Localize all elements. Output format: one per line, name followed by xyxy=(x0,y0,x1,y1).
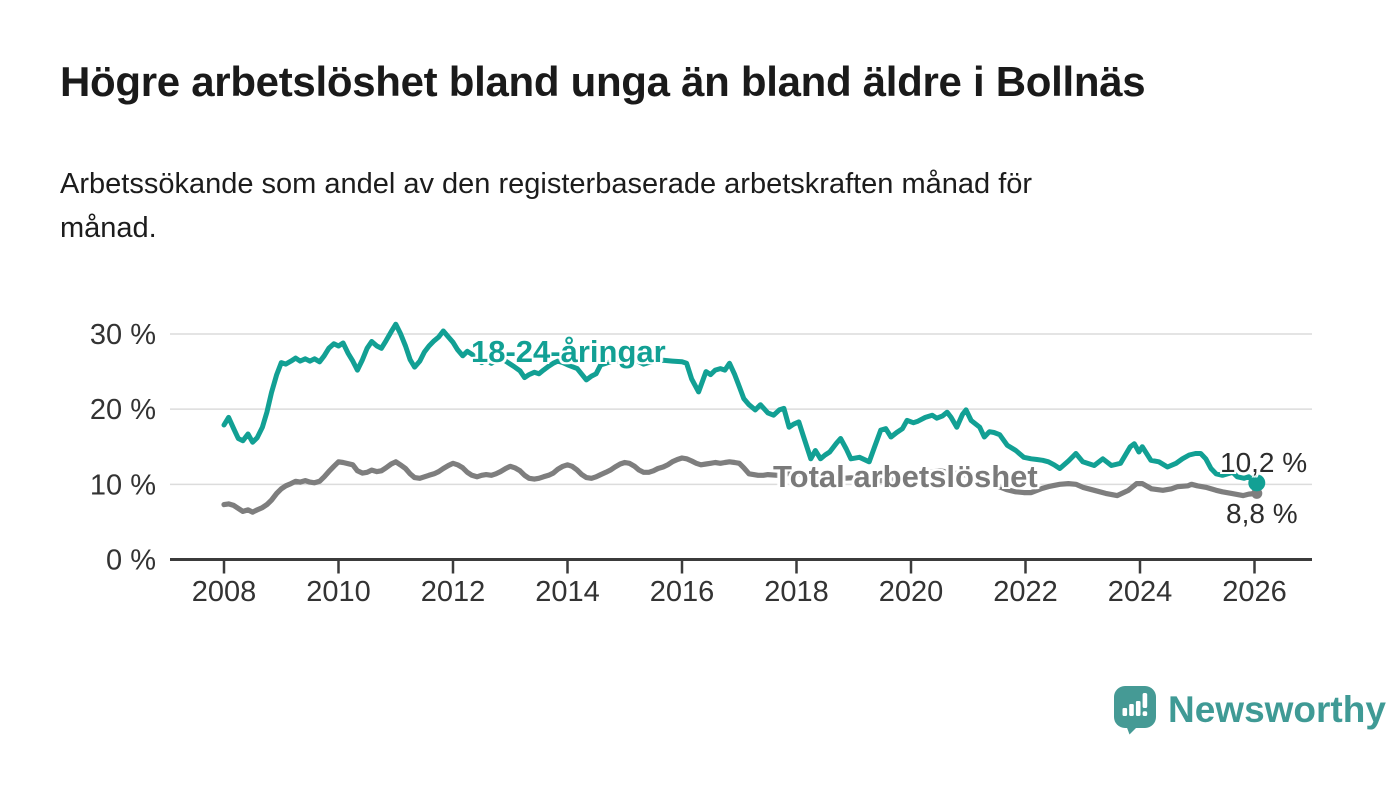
x-tick-label: 2012 xyxy=(421,576,486,608)
x-tick-label: 2010 xyxy=(306,576,371,608)
series-line-young xyxy=(221,321,1260,486)
series-label-total: Total arbetslöshet xyxy=(773,459,1038,494)
y-tick-label: 0 % xyxy=(106,545,156,577)
y-tick-label: 30 % xyxy=(90,319,156,351)
x-tick-label: 2016 xyxy=(650,576,715,608)
x-tick-label: 2026 xyxy=(1222,576,1287,608)
x-tick-label: 2022 xyxy=(993,576,1058,608)
y-tick-label: 10 % xyxy=(90,469,156,501)
x-tick-label: 2008 xyxy=(192,576,257,608)
series-label-18-24: 18-24-åringar xyxy=(471,334,666,369)
x-tick-label: 2024 xyxy=(1108,576,1173,608)
speech-bubble-tail xyxy=(1126,725,1139,735)
bar-chart-glyph xyxy=(1122,701,1141,716)
x-tick-label: 2018 xyxy=(764,576,829,608)
chart-subtitle-line2: månad. xyxy=(60,212,157,244)
newsworthy-wordmark: Newsworthy xyxy=(1168,689,1386,730)
exclamation-glyph xyxy=(1142,693,1148,716)
newsworthy-logo-icon xyxy=(1114,686,1156,735)
newsworthy-logo: Newsworthy xyxy=(1113,685,1386,735)
chart-subtitle-line1: Arbetssökande som andel av den registerb… xyxy=(60,168,1033,200)
endpoint-dot-young xyxy=(1248,474,1266,492)
series-line-total xyxy=(221,455,1260,515)
y-tick-label: 20 % xyxy=(90,394,156,426)
chart-subtitle: Arbetssökande som andel av den registerb… xyxy=(60,162,1300,250)
page-title: Högre arbetslöshet bland unga än bland ä… xyxy=(60,58,1146,105)
end-value-label-total: 8,8 % xyxy=(1226,498,1298,529)
x-tick-label: 2014 xyxy=(535,576,600,608)
speech-bubble-shape xyxy=(1114,686,1156,728)
x-tick-label: 2020 xyxy=(879,576,944,608)
end-value-label-18-24: 10,2 % xyxy=(1220,447,1308,478)
